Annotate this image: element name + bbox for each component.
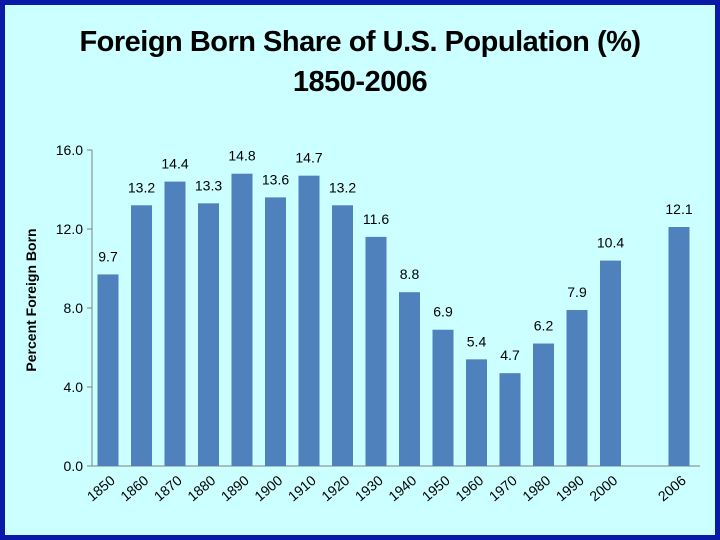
x-tick-label-1990: 1990 [553, 472, 587, 504]
data-label-1870: 14.4 [161, 156, 188, 172]
data-label-1900: 13.6 [262, 171, 289, 187]
data-label-1930: 11.6 [363, 211, 389, 227]
bar-2000 [600, 260, 621, 466]
x-tick-label-1860: 1860 [117, 472, 151, 504]
bar-1950 [432, 329, 454, 466]
x-tick-label-1870: 1870 [151, 472, 185, 504]
data-label-1860: 13.2 [128, 179, 155, 195]
data-label-1960: 5.4 [467, 333, 487, 349]
bar-1890 [231, 173, 253, 466]
data-label-1910: 14.7 [295, 150, 322, 166]
data-label-2000: 10.4 [597, 235, 624, 251]
data-label-1970: 4.7 [500, 347, 520, 363]
x-tick-label-1890: 1890 [218, 472, 252, 504]
bar-1970 [499, 373, 521, 466]
chart-subtitle: 1850-2006 [292, 66, 428, 98]
data-label-1880: 13.3 [195, 177, 222, 193]
chart-title-block: Foreign Born Share of U.S. Population (%… [5, 22, 715, 102]
y-tick-label: 4.0 [64, 379, 84, 395]
bar-1930 [365, 236, 387, 466]
bar-1960 [466, 359, 487, 466]
x-tick-label-2006: 2006 [655, 472, 689, 504]
x-tick-label-1950: 1950 [419, 472, 453, 504]
bar-1880 [198, 203, 219, 466]
x-tick-label-1880: 1880 [184, 472, 218, 504]
bar-1910 [298, 175, 320, 467]
bar-1850 [97, 274, 119, 466]
data-label-1990: 7.9 [567, 284, 587, 300]
x-tick-label-1960: 1960 [452, 472, 486, 504]
data-label-2006: 12.1 [665, 201, 692, 217]
bar-1870 [164, 181, 186, 466]
bar-1900 [265, 197, 286, 466]
y-tick-label: 16.0 [56, 142, 83, 158]
x-tick-label-1970: 1970 [486, 472, 520, 504]
data-label-1920: 13.2 [329, 179, 356, 195]
x-tick-label-1940: 1940 [385, 472, 419, 504]
data-label-1890: 14.8 [228, 148, 255, 164]
y-tick-label: 0.0 [64, 458, 84, 474]
data-label-1850: 9.7 [98, 248, 118, 264]
chart-title: Foreign Born Share of U.S. Population (%… [79, 26, 641, 58]
y-tick-label: 12.0 [56, 221, 83, 237]
y-tick-label: 8.0 [64, 300, 84, 316]
x-tick-label-1980: 1980 [519, 472, 553, 504]
y-axis-title: Percent Foreign Born [23, 228, 39, 371]
x-tick-label-1900: 1900 [251, 472, 285, 504]
data-label-1950: 6.9 [433, 304, 453, 320]
x-tick-label-2000: 2000 [586, 472, 620, 504]
bar-1860 [131, 205, 152, 467]
data-label-1980: 6.2 [534, 318, 554, 334]
bar-1940 [399, 292, 420, 466]
x-tick-label-1850: 1850 [84, 472, 118, 504]
data-label-1940: 8.8 [400, 266, 420, 282]
x-tick-label-1910: 1910 [285, 472, 319, 504]
x-tick-label-1920: 1920 [318, 472, 352, 504]
x-tick-label-1930: 1930 [352, 472, 386, 504]
bar-1990 [566, 309, 588, 466]
chart-slide: Foreign Born Share of U.S. Population (%… [5, 5, 715, 535]
bar-2006 [668, 227, 690, 466]
bar-1920 [332, 205, 353, 467]
bar-chart: 0.0 4.0 8.0 12.0 16.0 Percent Foreign Born 9.7… [23, 142, 700, 504]
bar-1980 [533, 343, 554, 466]
